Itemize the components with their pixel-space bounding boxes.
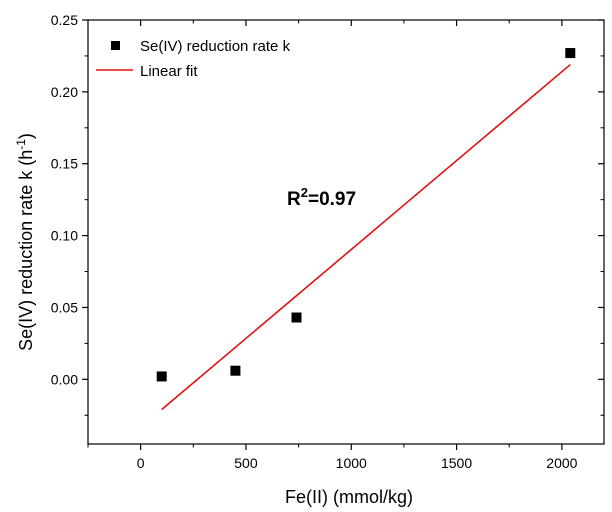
y-tick-label: 0.10 (51, 228, 78, 244)
y-axis-label-main: Se(IV) reduction rate k (h (16, 150, 36, 351)
y-tick-label: 0.20 (51, 84, 78, 100)
y-axis-label-close: ) (16, 133, 36, 139)
annotation-rest: =0.97 (308, 189, 356, 210)
r-squared-annotation: R2=0.97 (287, 185, 356, 210)
legend-label-line: Linear fit (140, 63, 198, 80)
x-tick-label: 2000 (546, 455, 577, 471)
plot-border (87, 19, 605, 445)
y-tick-label: 0.00 (51, 371, 78, 387)
legend-label-scatter: Se(IV) reduction rate k (140, 38, 291, 55)
annotation-base: R (287, 189, 301, 210)
x-axis: 0 500 1000 1500 2000 (87, 20, 578, 471)
legend-marker-scatter (111, 41, 120, 50)
y-tick-label: 0.15 (51, 156, 78, 172)
data-point (156, 371, 167, 382)
x-tick-label: 1500 (441, 455, 472, 471)
x-axis-label: Fe(II) (mmol/kg) (285, 487, 413, 507)
y-tick-label: 0.25 (51, 12, 78, 28)
y-axis-label-superscript: -1 (14, 139, 28, 150)
y-axis: 0.00 0.05 0.10 0.15 0.20 0.25 (51, 12, 604, 416)
data-point (230, 365, 241, 376)
x-tick-label: 1000 (336, 455, 367, 471)
y-tick-label: 0.05 (51, 299, 78, 315)
data-point (565, 48, 576, 59)
y-axis-label: Se(IV) reduction rate k (h-1) (14, 133, 36, 351)
x-tick-label: 500 (234, 455, 258, 471)
data-point (291, 312, 302, 323)
linear-fit-line (161, 63, 571, 411)
series-layer (156, 48, 576, 411)
legend: Se(IV) reduction rate k Linear fit (96, 38, 291, 80)
x-tick-label: 0 (137, 455, 145, 471)
plot-frame (87, 19, 605, 445)
annotation-superscript: 2 (301, 185, 308, 200)
